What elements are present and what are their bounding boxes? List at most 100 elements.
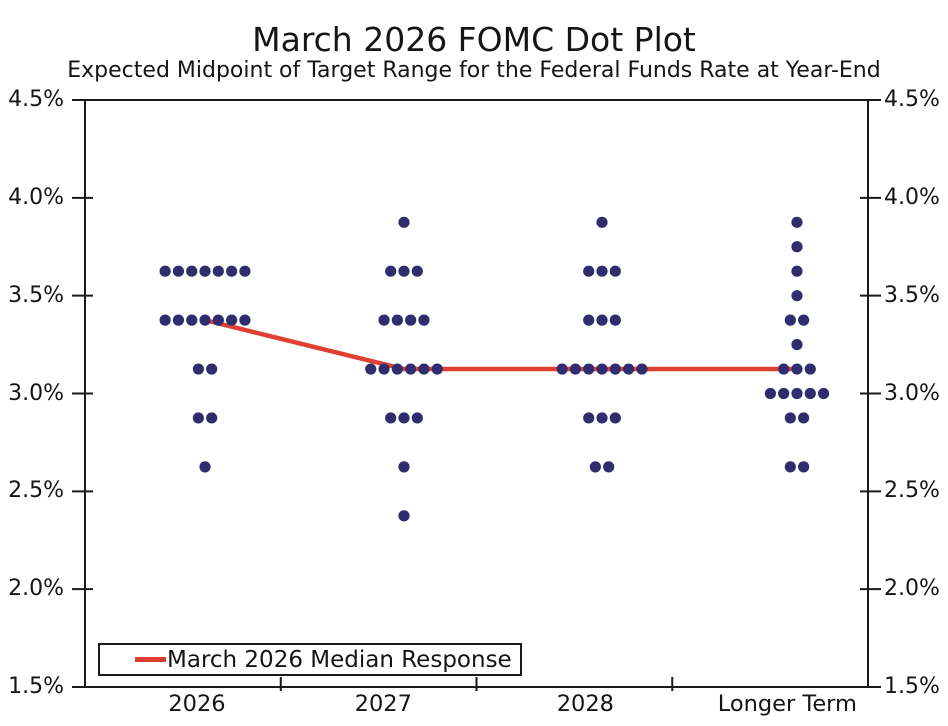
projection-dot xyxy=(159,265,171,277)
projection-dot xyxy=(596,265,608,277)
projection-dot xyxy=(431,363,443,375)
x-axis-category-label: 2027 xyxy=(354,691,412,717)
projection-dot xyxy=(791,241,803,253)
legend-label: March 2026 Median Response xyxy=(167,646,512,673)
projection-dot xyxy=(784,461,796,473)
projection-dot xyxy=(791,216,803,228)
median-line xyxy=(204,317,797,372)
chart-subtitle: Expected Midpoint of Target Range for th… xyxy=(67,58,881,83)
projection-dot xyxy=(206,412,218,424)
projection-dot xyxy=(623,363,635,375)
projection-dot xyxy=(391,314,403,326)
projection-dot xyxy=(418,314,430,326)
projection-dot xyxy=(609,314,621,326)
projection-dot xyxy=(804,387,816,400)
projection-dot xyxy=(603,461,615,473)
projection-dot xyxy=(596,412,608,424)
projection-dot xyxy=(791,265,803,277)
projection-dot xyxy=(199,265,211,277)
projection-dot xyxy=(589,461,601,473)
projection-dot xyxy=(398,265,410,277)
projection-dot xyxy=(804,363,816,375)
projection-dot xyxy=(583,412,595,424)
projection-dot xyxy=(385,412,397,424)
y-axis-tick-label-right: 2.5% xyxy=(884,478,940,504)
projection-dot xyxy=(199,461,211,473)
projection-dot xyxy=(418,363,430,375)
y-axis-tick-label-left: 4.5% xyxy=(8,87,64,112)
projection-dot xyxy=(778,363,790,375)
projection-dot xyxy=(411,265,423,277)
y-axis-tick-label-left: 3.5% xyxy=(8,282,64,308)
projection-dot xyxy=(596,314,608,326)
projection-dot xyxy=(212,314,224,326)
y-axis-tick-label-right: 3.0% xyxy=(884,380,940,406)
y-axis-tick-label-left: 1.5% xyxy=(8,674,64,699)
y-axis-tick-label-left: 3.0% xyxy=(8,380,64,406)
projection-dot xyxy=(212,265,224,277)
projection-dot xyxy=(791,290,803,302)
projection-dot xyxy=(398,510,410,522)
projection-dot xyxy=(398,412,410,424)
x-axis-category-label: 2028 xyxy=(556,691,614,717)
projection-dot xyxy=(206,363,218,375)
projection-dot xyxy=(817,387,830,400)
projection-dot xyxy=(239,314,251,326)
projection-dot xyxy=(609,363,621,375)
projection-dot xyxy=(405,314,417,326)
projection-dot xyxy=(791,387,803,400)
projection-dot xyxy=(798,412,810,424)
y-axis-tick-label-right: 2.0% xyxy=(884,576,940,602)
projection-dot xyxy=(226,265,238,277)
projection-dot xyxy=(411,412,423,424)
legend: March 2026 Median Response xyxy=(98,643,522,676)
projection-dot xyxy=(596,216,608,228)
projection-dot xyxy=(791,338,803,351)
projection-dot xyxy=(199,314,211,326)
projection-dot xyxy=(186,265,198,277)
projection-dot xyxy=(398,216,410,228)
projection-dot xyxy=(636,363,648,375)
y-axis-tick-label-left: 4.0% xyxy=(8,184,64,210)
projection-dot xyxy=(764,387,776,400)
projection-dot xyxy=(798,314,810,326)
projection-dot xyxy=(172,265,185,277)
chart-title: March 2026 FOMC Dot Plot xyxy=(252,20,696,59)
projection-dot xyxy=(609,412,621,424)
projection-dot xyxy=(378,363,390,375)
projection-dot xyxy=(596,363,608,375)
projection-dot xyxy=(192,363,204,375)
projection-dot xyxy=(405,363,417,375)
projection-dot xyxy=(583,314,595,326)
projection-dot xyxy=(798,461,810,473)
projection-dot xyxy=(583,363,595,375)
projection-dot xyxy=(609,265,621,277)
projection-dot xyxy=(172,314,185,326)
projection-dot xyxy=(398,461,410,473)
x-axis-category-label: Longer Term xyxy=(717,691,857,717)
x-axis-category-label: 2026 xyxy=(168,691,226,717)
projection-dot xyxy=(239,265,251,277)
projection-dot xyxy=(192,412,204,424)
projection-dot xyxy=(784,314,796,326)
projection-dot xyxy=(391,363,403,375)
y-axis-tick-label-left: 2.5% xyxy=(8,478,64,504)
projection-dot xyxy=(778,387,790,400)
y-axis-tick-label-right: 4.0% xyxy=(884,184,940,210)
median-line-swatch xyxy=(135,657,166,662)
projection-dot xyxy=(556,363,568,375)
projection-dot xyxy=(569,363,582,375)
projection-dot xyxy=(791,363,803,375)
projection-dot xyxy=(385,265,397,277)
y-axis-tick-label-right: 3.5% xyxy=(884,282,940,308)
projection-dot xyxy=(583,265,595,277)
projection-dot xyxy=(226,314,238,326)
y-axis-tick-label-right: 4.5% xyxy=(884,87,940,112)
projection-dot xyxy=(378,314,390,326)
projection-dot xyxy=(784,412,796,424)
projection-dot xyxy=(365,363,377,375)
y-axis-tick-label-right: 1.5% xyxy=(884,674,940,699)
projection-dot xyxy=(186,314,198,326)
